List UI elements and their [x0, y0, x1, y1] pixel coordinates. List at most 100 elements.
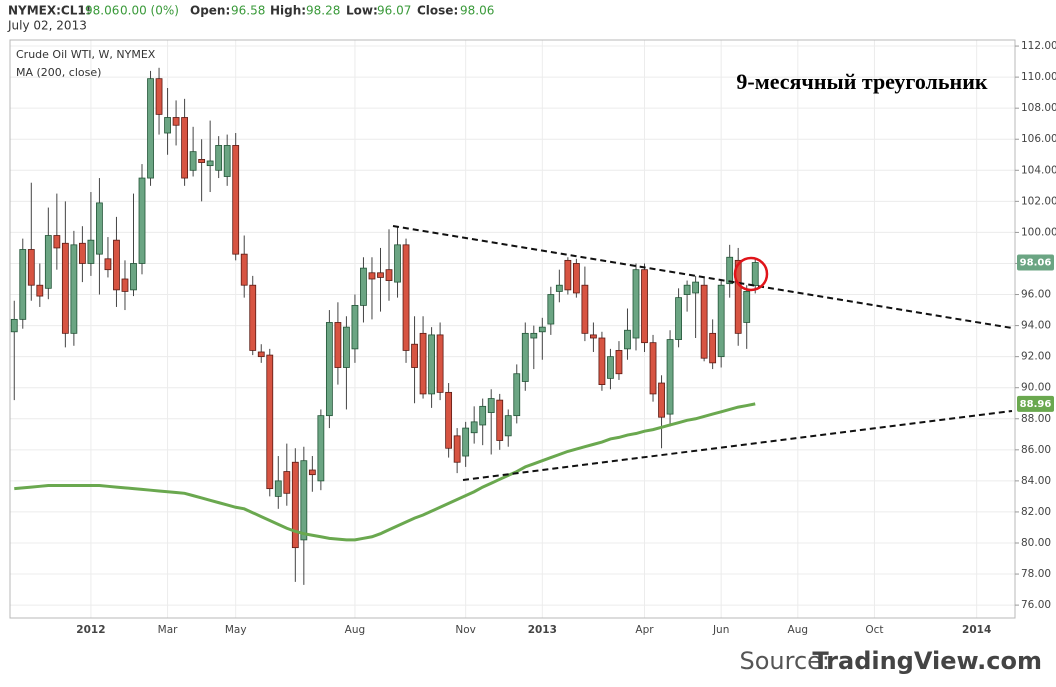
candle-body [649, 342, 657, 395]
candles [10, 67, 759, 585]
candle-body [411, 343, 418, 368]
candle-body [325, 322, 333, 417]
high-label: High: [270, 4, 306, 18]
candle-body [513, 373, 521, 417]
candle-body [274, 480, 282, 497]
candle-body [113, 239, 120, 291]
candle-body [343, 326, 350, 368]
candle-body [317, 415, 325, 482]
candle-body [547, 294, 555, 325]
candle-body [360, 267, 367, 306]
candle-body [283, 471, 291, 494]
candle-body [19, 249, 27, 320]
grid [10, 40, 1015, 618]
candle-body [78, 242, 86, 264]
candle-body [726, 256, 734, 285]
date: July 02, 2013 [7, 19, 87, 33]
candle-body [641, 269, 648, 344]
candle-body [181, 117, 188, 179]
lower-trendline [462, 410, 1013, 481]
candle-body [215, 145, 223, 171]
x-tick-label: Aug [345, 624, 366, 636]
x-tick-label: 2014 [962, 624, 991, 636]
candle-body [709, 332, 717, 364]
candle-body [402, 244, 410, 351]
plot-frame [9, 39, 1016, 619]
candle-body [555, 284, 563, 292]
candle-body [232, 145, 240, 255]
price-tag [1017, 395, 1054, 412]
candle-body [692, 281, 700, 294]
candle-body [351, 304, 359, 350]
open-label: Open: [190, 4, 230, 18]
candle-body [266, 354, 274, 490]
last-price: 98.06 [85, 4, 119, 18]
y-tick-label: 82.00 [1021, 506, 1051, 518]
candle-body [138, 177, 146, 264]
candle-body [130, 263, 137, 291]
candle-body [581, 284, 589, 334]
y-tick-label: 102.00 [1021, 195, 1056, 207]
candle-body [27, 249, 35, 286]
candle-body [564, 259, 572, 291]
candle-body [751, 262, 759, 286]
open-value: 96.58 [231, 4, 265, 18]
candle-body [598, 337, 606, 385]
candle-body [462, 427, 470, 457]
candle-body [666, 339, 674, 415]
candle-body [521, 332, 529, 382]
high-value: 98.28 [306, 4, 340, 18]
candle-body [504, 415, 512, 437]
x-tick-label: Aug [788, 624, 809, 636]
candle-body [223, 145, 231, 177]
candle-body [189, 151, 197, 171]
candle-body [683, 284, 691, 295]
candle-body [44, 235, 52, 289]
candle-body [334, 322, 342, 368]
price-tag-label: 98.06 [1020, 258, 1052, 269]
candle-body [717, 284, 725, 358]
candle-body [615, 350, 623, 375]
candle-body [104, 258, 112, 271]
x-tick-label: Jun [712, 624, 729, 636]
candle-body [700, 284, 708, 359]
highlight-circle [733, 256, 769, 292]
candle-body [428, 334, 435, 395]
candle-body [377, 272, 384, 278]
candle-body [257, 351, 265, 358]
x-tick-label: 2013 [528, 624, 557, 636]
candle-body [240, 253, 248, 286]
candle-body [308, 469, 316, 476]
candle-body [572, 263, 580, 294]
close-label: Close: [417, 4, 458, 18]
candle-body [538, 326, 546, 333]
y-tick-label: 106.00 [1021, 133, 1056, 145]
candle-body [743, 291, 751, 323]
candle-body [96, 202, 103, 255]
candle-body [385, 269, 393, 281]
x-tick-label: Apr [635, 624, 654, 636]
candle-body [445, 391, 453, 449]
candle-body [479, 405, 487, 426]
candle-body [436, 334, 444, 393]
price-tag-label: 88.96 [1020, 399, 1052, 410]
candle-body [291, 461, 299, 549]
candle-body [147, 78, 154, 179]
candle-body [10, 318, 18, 333]
candle-body [394, 244, 401, 283]
candle-body [368, 272, 376, 280]
x-tick-label: Mar [158, 624, 178, 636]
candle-body [607, 356, 614, 379]
candle-body [624, 329, 631, 350]
y-tick-label: 108.00 [1021, 102, 1056, 114]
x-tick-label: May [225, 624, 247, 636]
candle-body [87, 239, 95, 264]
y-tick-label: 88.00 [1021, 413, 1051, 425]
candle-body [590, 334, 597, 339]
candle-body [419, 332, 427, 395]
chart-title: Crude Oil WTI, W, NYMEX [16, 48, 156, 61]
symbol: NYMEX:CL1! [8, 4, 91, 18]
y-tick-label: 84.00 [1021, 475, 1051, 487]
candle-body [249, 284, 257, 351]
candle-body [300, 460, 308, 541]
